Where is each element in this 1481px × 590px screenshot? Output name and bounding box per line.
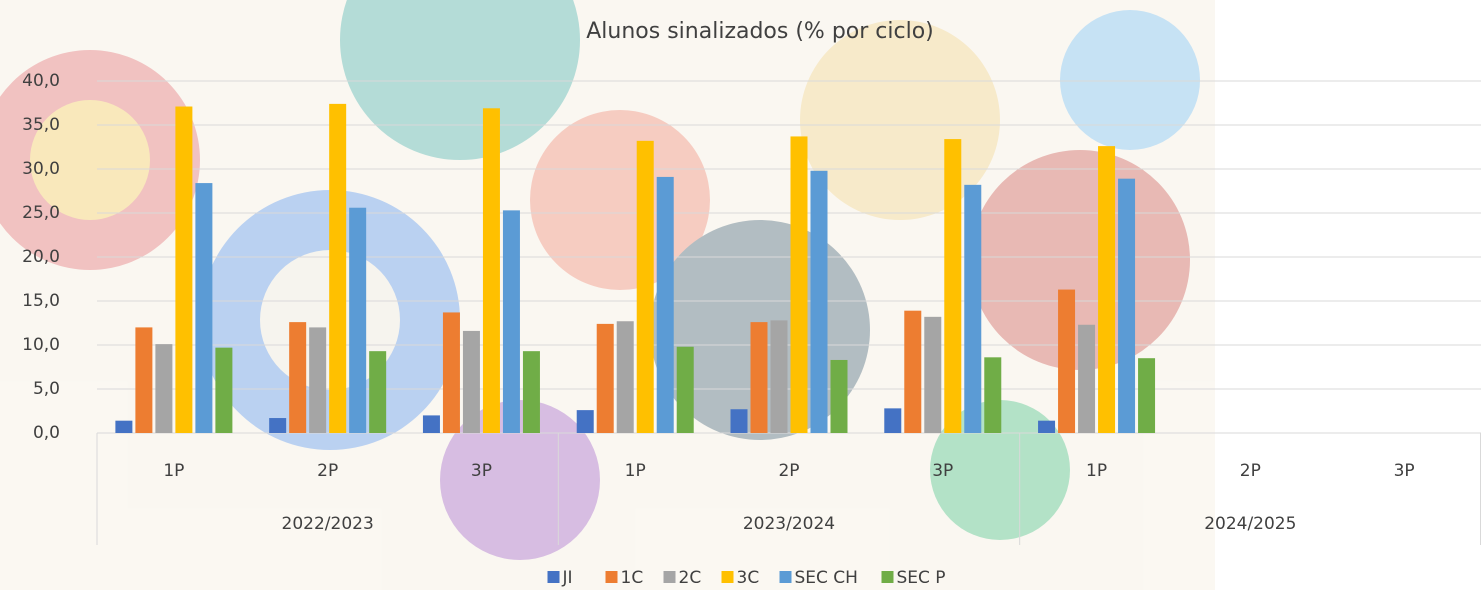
- x-tick-label: 3P: [471, 461, 492, 481]
- bar: [422, 415, 440, 433]
- bar: [676, 346, 694, 433]
- y-tick-label: 10,0: [22, 335, 60, 355]
- bar: [462, 330, 480, 433]
- x-tick-label: 2P: [778, 461, 799, 481]
- x-tick-label: 3P: [932, 461, 953, 481]
- bar: [329, 103, 347, 433]
- legend-label: JI: [562, 568, 573, 588]
- y-tick-label: 25,0: [22, 203, 60, 223]
- bar: [269, 418, 287, 433]
- bar: [884, 408, 902, 433]
- group-label: 2024/2025: [1204, 514, 1296, 534]
- bar: [1118, 178, 1136, 433]
- bar: [984, 357, 1002, 433]
- decor: [30, 100, 150, 220]
- y-tick-label: 30,0: [22, 159, 60, 179]
- bar: [830, 359, 848, 433]
- bar: [750, 322, 768, 433]
- bar: [656, 176, 674, 434]
- bar: [964, 184, 982, 433]
- bar: [1038, 420, 1056, 433]
- bar: [115, 420, 133, 433]
- legend-swatch: [663, 571, 676, 583]
- bar: [1138, 358, 1156, 433]
- bar: [289, 322, 307, 433]
- x-tick-label: 2P: [317, 461, 338, 481]
- legend-swatch: [605, 571, 618, 583]
- bar: [135, 327, 153, 433]
- bar: [195, 183, 213, 433]
- bar: [522, 351, 540, 433]
- bar: [1078, 324, 1096, 433]
- legend-swatch: [547, 571, 560, 583]
- group-label: 2023/2024: [743, 514, 835, 534]
- bar: [175, 106, 193, 434]
- y-tick-label: 40,0: [22, 71, 60, 91]
- y-tick-label: 15,0: [22, 291, 60, 311]
- bar: [155, 344, 173, 433]
- bar: [576, 410, 594, 433]
- decor: [1060, 10, 1200, 150]
- x-tick-label: 1P: [1086, 461, 1107, 481]
- legend-label: 3C: [737, 568, 760, 588]
- legend-label: SEC P: [897, 568, 946, 588]
- decor: [440, 400, 600, 560]
- bar: [944, 139, 962, 433]
- bar: [1098, 146, 1116, 433]
- bar: [810, 170, 828, 433]
- x-tick-label: 1P: [625, 461, 646, 481]
- decor: [0, 50, 200, 270]
- bar: [924, 316, 942, 433]
- bar: [309, 327, 327, 433]
- legend-swatch: [779, 571, 792, 583]
- bar: [215, 347, 233, 433]
- legend-label: SEC CH: [795, 568, 858, 588]
- bar: [482, 108, 500, 433]
- x-tick-label: 3P: [1394, 461, 1415, 481]
- group-label: 2022/2023: [282, 514, 374, 534]
- legend-swatch: [881, 571, 894, 583]
- legend-label: 2C: [679, 568, 702, 588]
- bar: [904, 310, 922, 433]
- bar: [369, 351, 387, 433]
- y-tick-label: 20,0: [22, 247, 60, 267]
- bar: [442, 312, 460, 433]
- x-tick-label: 2P: [1240, 461, 1261, 481]
- bar: [502, 210, 520, 433]
- legend-swatch: [721, 571, 734, 583]
- y-tick-label: 0,0: [33, 423, 60, 443]
- bar: [616, 321, 634, 433]
- bar: [770, 320, 788, 433]
- decor: [930, 400, 1070, 540]
- chart-title: Alunos sinalizados (% por ciclo): [586, 19, 934, 44]
- legend-label: 1C: [621, 568, 644, 588]
- bar: [636, 140, 654, 433]
- decor: [340, 0, 580, 160]
- bar: [790, 136, 808, 433]
- bar: [730, 409, 748, 433]
- bar: [349, 207, 367, 433]
- y-tick-label: 5,0: [33, 379, 60, 399]
- bar: [596, 323, 614, 433]
- x-tick-label: 1P: [163, 461, 184, 481]
- y-tick-label: 35,0: [22, 115, 60, 135]
- bar: [1058, 289, 1076, 433]
